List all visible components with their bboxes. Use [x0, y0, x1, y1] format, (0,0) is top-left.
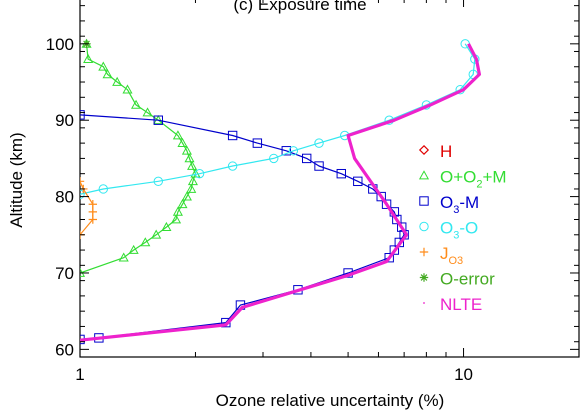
series-jo3 [80, 177, 98, 239]
data-point [112, 76, 123, 86]
data-point [389, 245, 400, 255]
legend-label: O3-O [440, 219, 478, 242]
data-point [288, 146, 299, 156]
data-point [88, 207, 98, 217]
x-axis-title: Ozone relative uncertainty (%) [216, 391, 445, 410]
data-point [181, 145, 192, 155]
y-tick-label: 80 [55, 188, 74, 207]
x-tick-label: 1 [75, 365, 84, 384]
y-tick-label: 90 [55, 111, 74, 130]
data-point [172, 206, 183, 216]
data-point [187, 176, 198, 186]
data-point [314, 138, 324, 148]
y-axis-title: Altitude (km) [7, 132, 26, 227]
data-point [142, 107, 153, 117]
legend-item: O3-O [419, 219, 478, 242]
data-point [102, 69, 113, 79]
data-point [301, 153, 312, 164]
data-point [252, 138, 263, 148]
data-point [118, 252, 129, 262]
data-point [336, 168, 346, 179]
data-point [177, 199, 188, 209]
data-point [172, 130, 183, 140]
data-point [98, 184, 108, 194]
legend-marker [423, 302, 425, 304]
data-point [151, 229, 162, 239]
data-point [184, 153, 195, 163]
data-point [269, 153, 279, 164]
data-point [353, 176, 363, 187]
series-line [80, 43, 481, 342]
x-tick-label: 10 [454, 365, 473, 384]
data-point [140, 237, 151, 247]
data-point [177, 137, 188, 147]
data-point [381, 199, 392, 209]
data-point [161, 221, 172, 232]
data-point [194, 168, 205, 179]
legend-item: O+O2+M [418, 168, 507, 191]
legend-marker [418, 170, 430, 180]
legend-item: JO3 [419, 244, 463, 267]
legend-label: H [440, 142, 452, 161]
data-point [80, 177, 85, 186]
legend-item: O3-M [419, 193, 479, 216]
data-point [88, 200, 98, 209]
data-point [227, 130, 238, 141]
data-point [227, 161, 238, 171]
data-point [187, 160, 198, 170]
data-point [384, 253, 394, 263]
data-point [392, 214, 402, 225]
legend-marker [419, 247, 429, 257]
data-point [170, 214, 182, 224]
data-point [83, 53, 94, 63]
data-point [98, 61, 109, 71]
data-point [88, 215, 98, 224]
legend-item: O-error [419, 270, 495, 289]
data-point [80, 110, 85, 120]
series-o-o2-m [80, 38, 201, 277]
data-point [186, 183, 197, 193]
data-point [190, 168, 201, 178]
legend-item: H [418, 142, 452, 161]
legend-item: NLTE [423, 295, 482, 314]
y-tick-label: 60 [55, 340, 74, 359]
data-point [80, 189, 85, 200]
chart-title: (c) Exposure time [233, 0, 366, 14]
data-point [130, 99, 142, 109]
series-line [80, 43, 476, 195]
legend-marker [419, 196, 429, 206]
legend-label: O+O2+M [440, 168, 507, 191]
data-point [281, 146, 291, 156]
series-line [80, 114, 405, 340]
data-point [122, 84, 133, 94]
series-layer [80, 38, 481, 345]
legend-label: O3-M [440, 193, 479, 216]
legend-marker [419, 221, 429, 232]
data-point [153, 176, 163, 187]
legend-label: O-error [440, 270, 495, 289]
data-point [153, 115, 163, 125]
y-tick-label: 100 [46, 35, 74, 54]
legend-label: JO3 [440, 244, 463, 267]
data-point [314, 161, 324, 171]
series-line [80, 43, 197, 274]
data-point [397, 222, 407, 232]
data-point [376, 191, 386, 202]
legend-marker [419, 273, 429, 282]
data-point [128, 244, 139, 254]
series-nlte [80, 43, 481, 342]
data-point [181, 191, 192, 201]
y-tick-label: 70 [55, 264, 74, 283]
legend-marker [418, 144, 430, 156]
legend-label: NLTE [440, 295, 482, 314]
